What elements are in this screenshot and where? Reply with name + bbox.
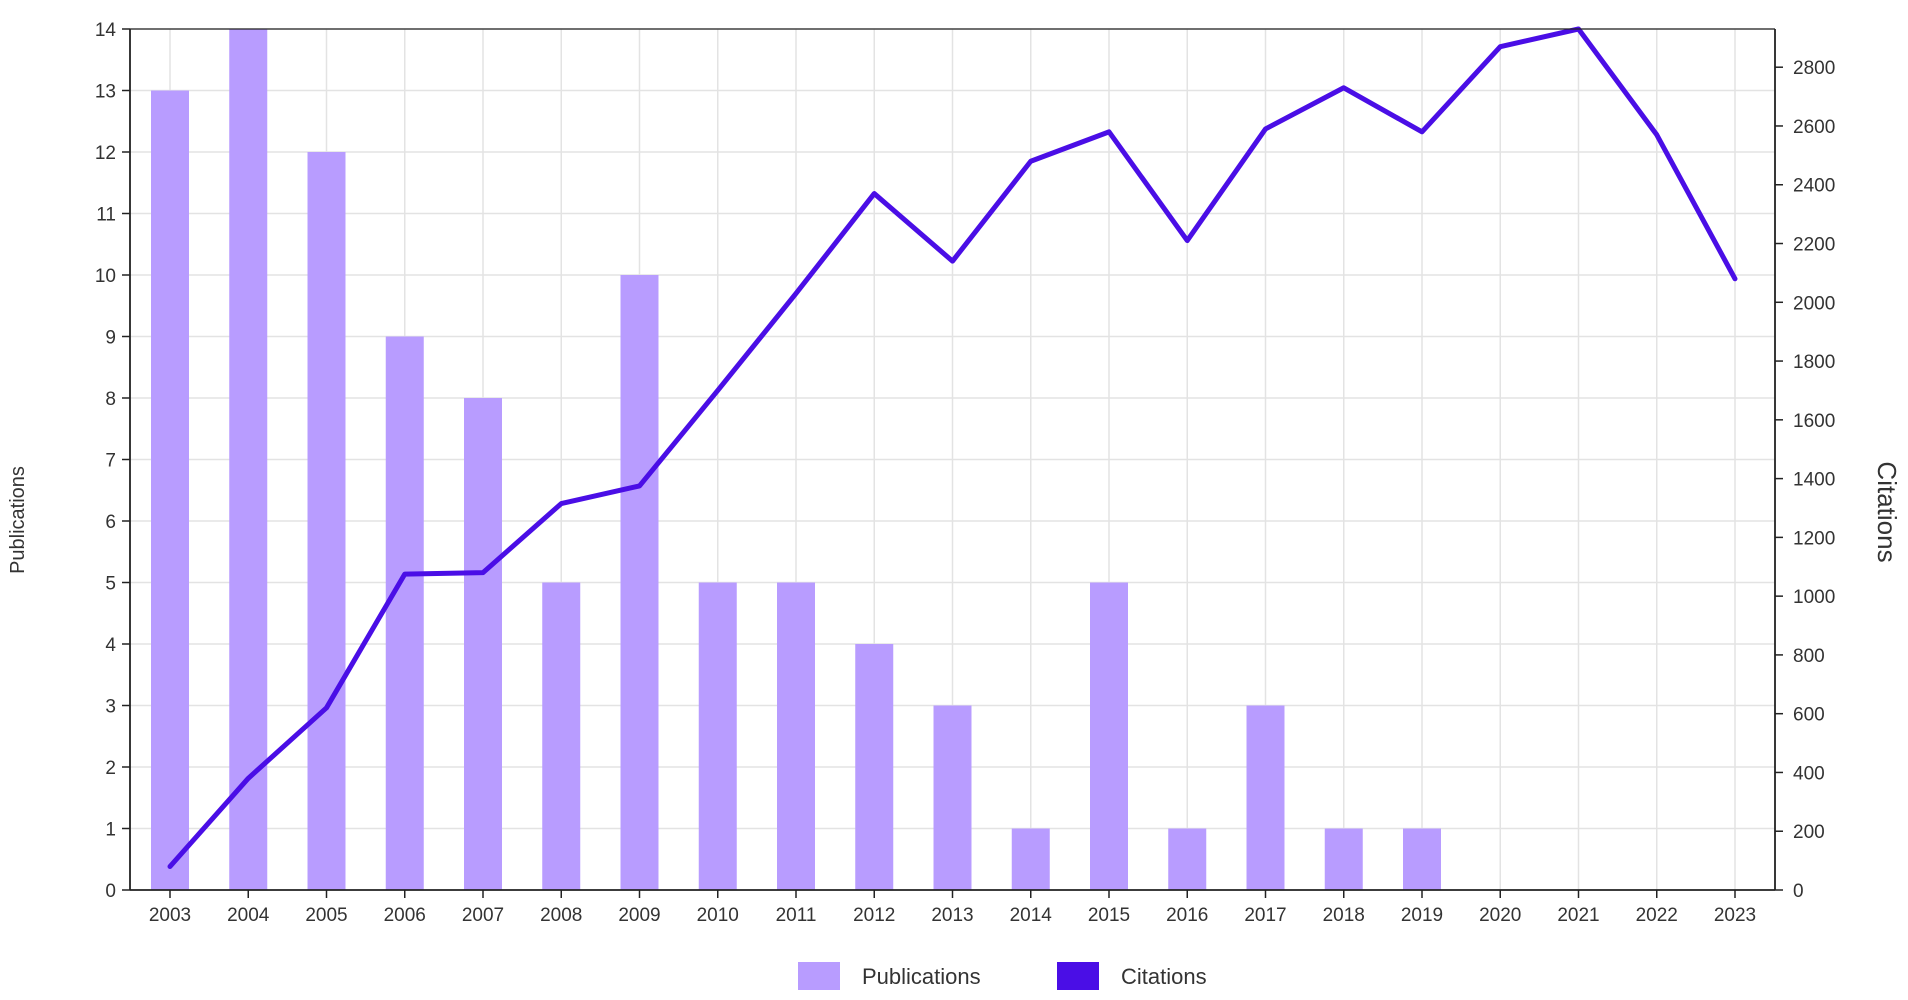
bar-publications-2004 [229, 29, 267, 890]
legend: Publications Citations [798, 962, 1207, 990]
x-tick-label: 2018 [1323, 905, 1365, 926]
right-tick-label: 200 [1793, 822, 1825, 843]
x-tick-label: 2016 [1166, 905, 1208, 926]
bar-publications-2017 [1247, 706, 1285, 891]
right-tick-label: 2800 [1793, 58, 1835, 79]
right-tick-label: 2200 [1793, 235, 1835, 256]
bar-publications-2011 [777, 583, 815, 891]
bar-publications-2009 [621, 275, 659, 890]
left-tick-label: 4 [105, 635, 116, 656]
left-tick-label: 14 [95, 20, 117, 41]
right-tick-label: 0 [1793, 881, 1804, 902]
x-tick-label: 2017 [1244, 905, 1286, 926]
x-tick-label: 2021 [1557, 905, 1599, 926]
x-tick-label: 2011 [776, 905, 817, 926]
x-tick-label: 2015 [1088, 905, 1130, 926]
bar-publications-2016 [1168, 829, 1206, 891]
right-tick-label: 600 [1793, 705, 1825, 726]
bar-publications-2018 [1325, 829, 1363, 891]
bar-publications-2013 [934, 706, 972, 891]
left-tick-label: 6 [105, 512, 116, 533]
left-tick-label: 12 [95, 143, 116, 164]
bar-publications-2014 [1012, 829, 1050, 891]
bar-publications-2007 [464, 398, 502, 890]
x-tick-label: 2006 [384, 905, 426, 926]
legend-label-citations: Citations [1121, 964, 1207, 989]
right-tick-label: 800 [1793, 646, 1825, 667]
x-tick-label: 2019 [1401, 905, 1443, 926]
x-tick-label: 2007 [462, 905, 504, 926]
right-tick-label: 400 [1793, 763, 1825, 784]
legend-label-publications: Publications [862, 964, 981, 989]
left-tick-label: 7 [105, 451, 116, 472]
bar-publications-2008 [542, 583, 580, 891]
right-tick-label: 1600 [1793, 411, 1835, 432]
right-tick-label: 2600 [1793, 117, 1835, 138]
right-tick-label: 1800 [1793, 352, 1835, 373]
x-tick-label: 2020 [1479, 905, 1521, 926]
x-tick-label: 2022 [1636, 905, 1678, 926]
left-tick-label: 10 [95, 266, 116, 287]
bar-publications-2003 [151, 91, 189, 891]
bar-publications-2012 [855, 644, 893, 890]
legend-swatch-citations [1057, 962, 1099, 990]
x-tick-label: 2008 [540, 905, 582, 926]
x-tick-label: 2003 [149, 905, 191, 926]
x-tick-label: 2004 [227, 905, 270, 926]
x-tick-label: 2009 [618, 905, 660, 926]
right-axis-title: Citations [1872, 461, 1902, 562]
x-tick-label: 2005 [305, 905, 347, 926]
bar-publications-2019 [1403, 829, 1441, 891]
left-tick-label: 2 [105, 758, 116, 779]
left-axis-title: Publications [7, 466, 29, 574]
right-tick-label: 1400 [1793, 470, 1835, 491]
left-tick-label: 11 [96, 205, 116, 226]
left-tick-label: 8 [105, 389, 116, 410]
x-tick-label: 2014 [1010, 905, 1053, 926]
x-tick-label: 2013 [931, 905, 973, 926]
bar-publications-2005 [308, 152, 346, 890]
axis-labels: Publications Citations [7, 461, 1902, 574]
x-tick-label: 2023 [1714, 905, 1756, 926]
left-tick-label: 1 [105, 820, 116, 841]
bar-publications-2006 [386, 337, 424, 891]
right-tick-label: 1200 [1793, 528, 1835, 549]
left-tick-label: 3 [105, 697, 116, 718]
left-tick-label: 13 [95, 82, 116, 103]
right-tick-label: 2400 [1793, 176, 1835, 197]
bar-publications-2010 [699, 583, 737, 891]
right-tick-label: 1000 [1793, 587, 1835, 608]
left-tick-label: 0 [105, 881, 116, 902]
x-tick-label: 2010 [697, 905, 739, 926]
left-tick-label: 5 [105, 574, 116, 595]
x-tick-label: 2012 [853, 905, 895, 926]
left-tick-label: 9 [105, 328, 116, 349]
legend-swatch-publications [798, 962, 840, 990]
right-tick-label: 2000 [1793, 293, 1835, 314]
bar-publications-2015 [1090, 583, 1128, 891]
